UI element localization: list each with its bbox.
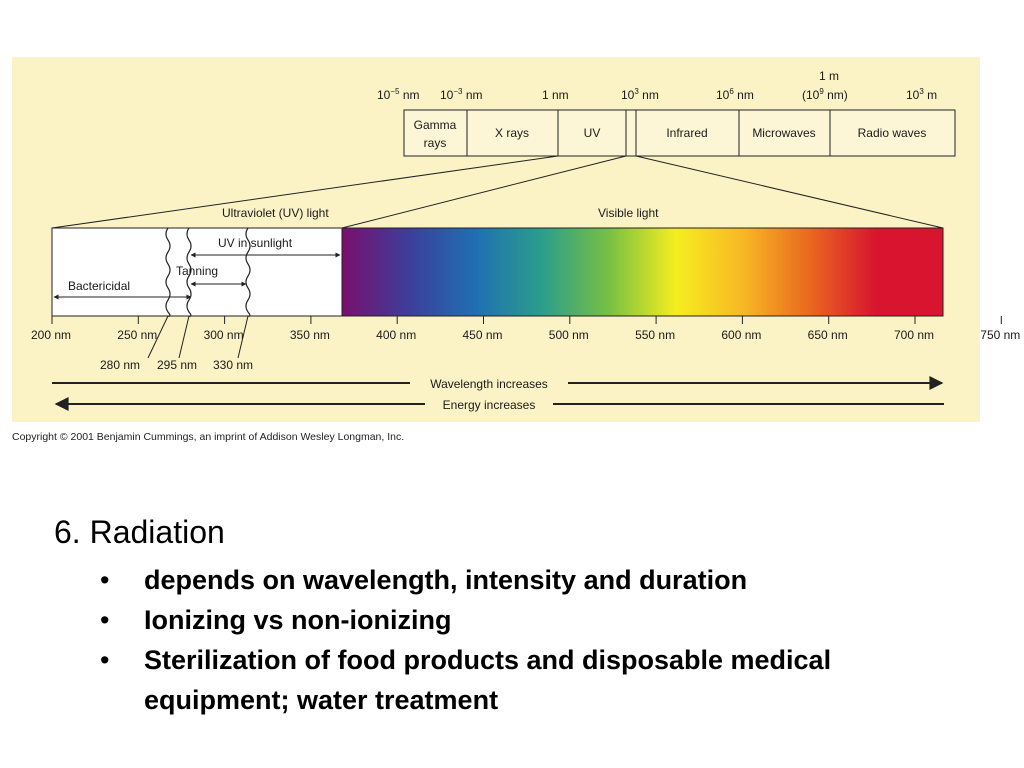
boundary-330nm — [245, 227, 251, 317]
nm-axis-label: 600 nm — [721, 328, 761, 342]
uv-band-boundaries — [165, 227, 251, 317]
band-label-radio-waves: Radio waves — [858, 126, 927, 140]
visible-spectrum-bar — [341, 227, 944, 317]
visible-light-label: Visible light — [598, 206, 659, 220]
band-label-uv: UV — [584, 126, 601, 140]
uv-light-label: Ultraviolet (UV) light — [222, 206, 329, 220]
nm-axis-label: 550 nm — [635, 328, 675, 342]
band-label-gamma: Gamma — [414, 118, 457, 132]
direction-arrows: Wavelength increases Energy increases — [52, 376, 944, 412]
nm-axis-label: 350 nm — [290, 328, 330, 342]
bullet-item: • depends on wavelength, intensity and du… — [100, 560, 980, 600]
uv-in-sunlight-label: UV in sunlight — [218, 236, 293, 250]
top-scale-labels: 10−5 nm 10−3 nm 1 nm 103 nm 106 nm 1 m (… — [377, 69, 937, 102]
copyright-notice: Copyright © 2001 Benjamin Cummings, an i… — [12, 431, 405, 443]
nm-axis-label: 400 nm — [376, 328, 416, 342]
wavelength-increases-label: Wavelength increases — [430, 377, 548, 391]
bullet-text: Ionizing vs non-ionizing — [144, 605, 452, 635]
bactericidal-label: Bactericidal — [68, 279, 130, 293]
nm-axis-label: 650 nm — [808, 328, 848, 342]
nm-axis-label: 200 nm — [31, 328, 71, 342]
nm-axis-label: 500 nm — [549, 328, 589, 342]
band-label-rays: rays — [424, 136, 447, 150]
bullet-text: Sterilization of food products and dispo… — [144, 645, 832, 715]
sub-tick-labels: 280 nm 295 nm 330 nm — [100, 358, 253, 372]
leader-280nm — [147, 315, 169, 359]
bullet-dot-icon: • — [100, 565, 110, 595]
zoom-line-middle — [341, 155, 627, 229]
tanning-label: Tanning — [176, 264, 218, 278]
bullet-list: • depends on wavelength, intensity and du… — [100, 560, 980, 720]
bullet-item: • Sterilization of food products and disp… — [100, 640, 980, 720]
uv-detail-box — [51, 227, 343, 317]
sub-tick-leaders — [147, 315, 249, 359]
nm-axis: 200 nm 250 nm 300 nm 350 nm 400 nm 450 nm 500 … — [31, 316, 1020, 342]
scale-label-1-nm: 1 nm — [542, 88, 569, 102]
slide-title: 6. Radiation — [54, 514, 225, 550]
bullet-text: depends on wavelength, intensity and dur… — [144, 565, 748, 595]
boundary-295nm — [186, 227, 192, 317]
scale-label-1e9-nm: (109 nm) — [802, 87, 848, 102]
leader-295nm — [178, 315, 190, 359]
sub-tick-330nm: 330 nm — [213, 358, 253, 372]
sub-tick-295nm: 295 nm — [157, 358, 197, 372]
nm-axis-label: 250 nm — [117, 328, 157, 342]
energy-increases-label: Energy increases — [443, 398, 536, 412]
nm-axis-label: 300 nm — [204, 328, 244, 342]
band-gamma-rays — [403, 109, 468, 157]
boundary-280nm — [165, 227, 171, 317]
band-infrared — [635, 109, 740, 157]
scale-label-1e-5-nm: 10−5 nm — [377, 87, 420, 102]
bullet-dot-icon: • — [100, 605, 110, 635]
scale-label-1e-3-nm: 10−3 nm — [440, 87, 483, 102]
leader-330nm — [237, 315, 249, 359]
band-label-infrared: Infrared — [666, 126, 707, 140]
scale-label-1e6-nm: 106 nm — [716, 87, 754, 102]
nm-axis-label: 450 nm — [462, 328, 502, 342]
zoom-lines — [51, 155, 944, 229]
nm-axis-label: 700 nm — [894, 328, 934, 342]
band-radio-waves — [829, 109, 956, 157]
nm-axis-label: 750 nm — [980, 328, 1020, 342]
em-band-row — [403, 109, 956, 157]
zoom-line-left — [51, 155, 559, 229]
scale-label-1-m: 1 m — [819, 69, 839, 83]
spectrum-figure: 10−5 nm 10−3 nm 1 nm 103 nm 106 nm 1 m (… — [12, 57, 1020, 422]
band-label-microwaves: Microwaves — [752, 126, 815, 140]
bullet-item: • Ionizing vs non-ionizing — [100, 600, 980, 640]
scale-label-1e3-m: 103 m — [906, 87, 937, 102]
band-label-x-rays: X rays — [495, 126, 529, 140]
band-x-rays — [466, 109, 559, 157]
bullet-dot-icon: • — [100, 645, 110, 675]
em-band-labels: Gamma rays X rays UV Infrared Microwaves… — [414, 118, 927, 150]
scale-label-1e3-nm: 103 nm — [621, 87, 659, 102]
band-uv — [557, 109, 627, 157]
band-microwaves — [738, 109, 831, 157]
zoom-line-right — [635, 155, 944, 229]
band-visible-gap — [625, 109, 637, 157]
sub-tick-280nm: 280 nm — [100, 358, 140, 372]
